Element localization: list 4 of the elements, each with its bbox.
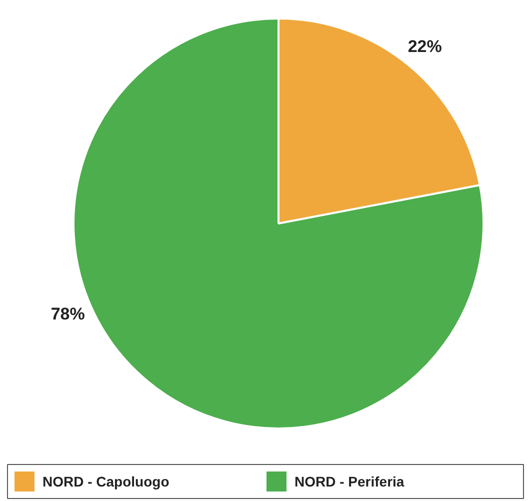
data-label: 78% [50,304,85,324]
data-label: 22% [408,37,442,56]
legend-label: NORD - Periferia [294,474,404,490]
legend-label: NORD - Capoluogo [42,474,170,490]
